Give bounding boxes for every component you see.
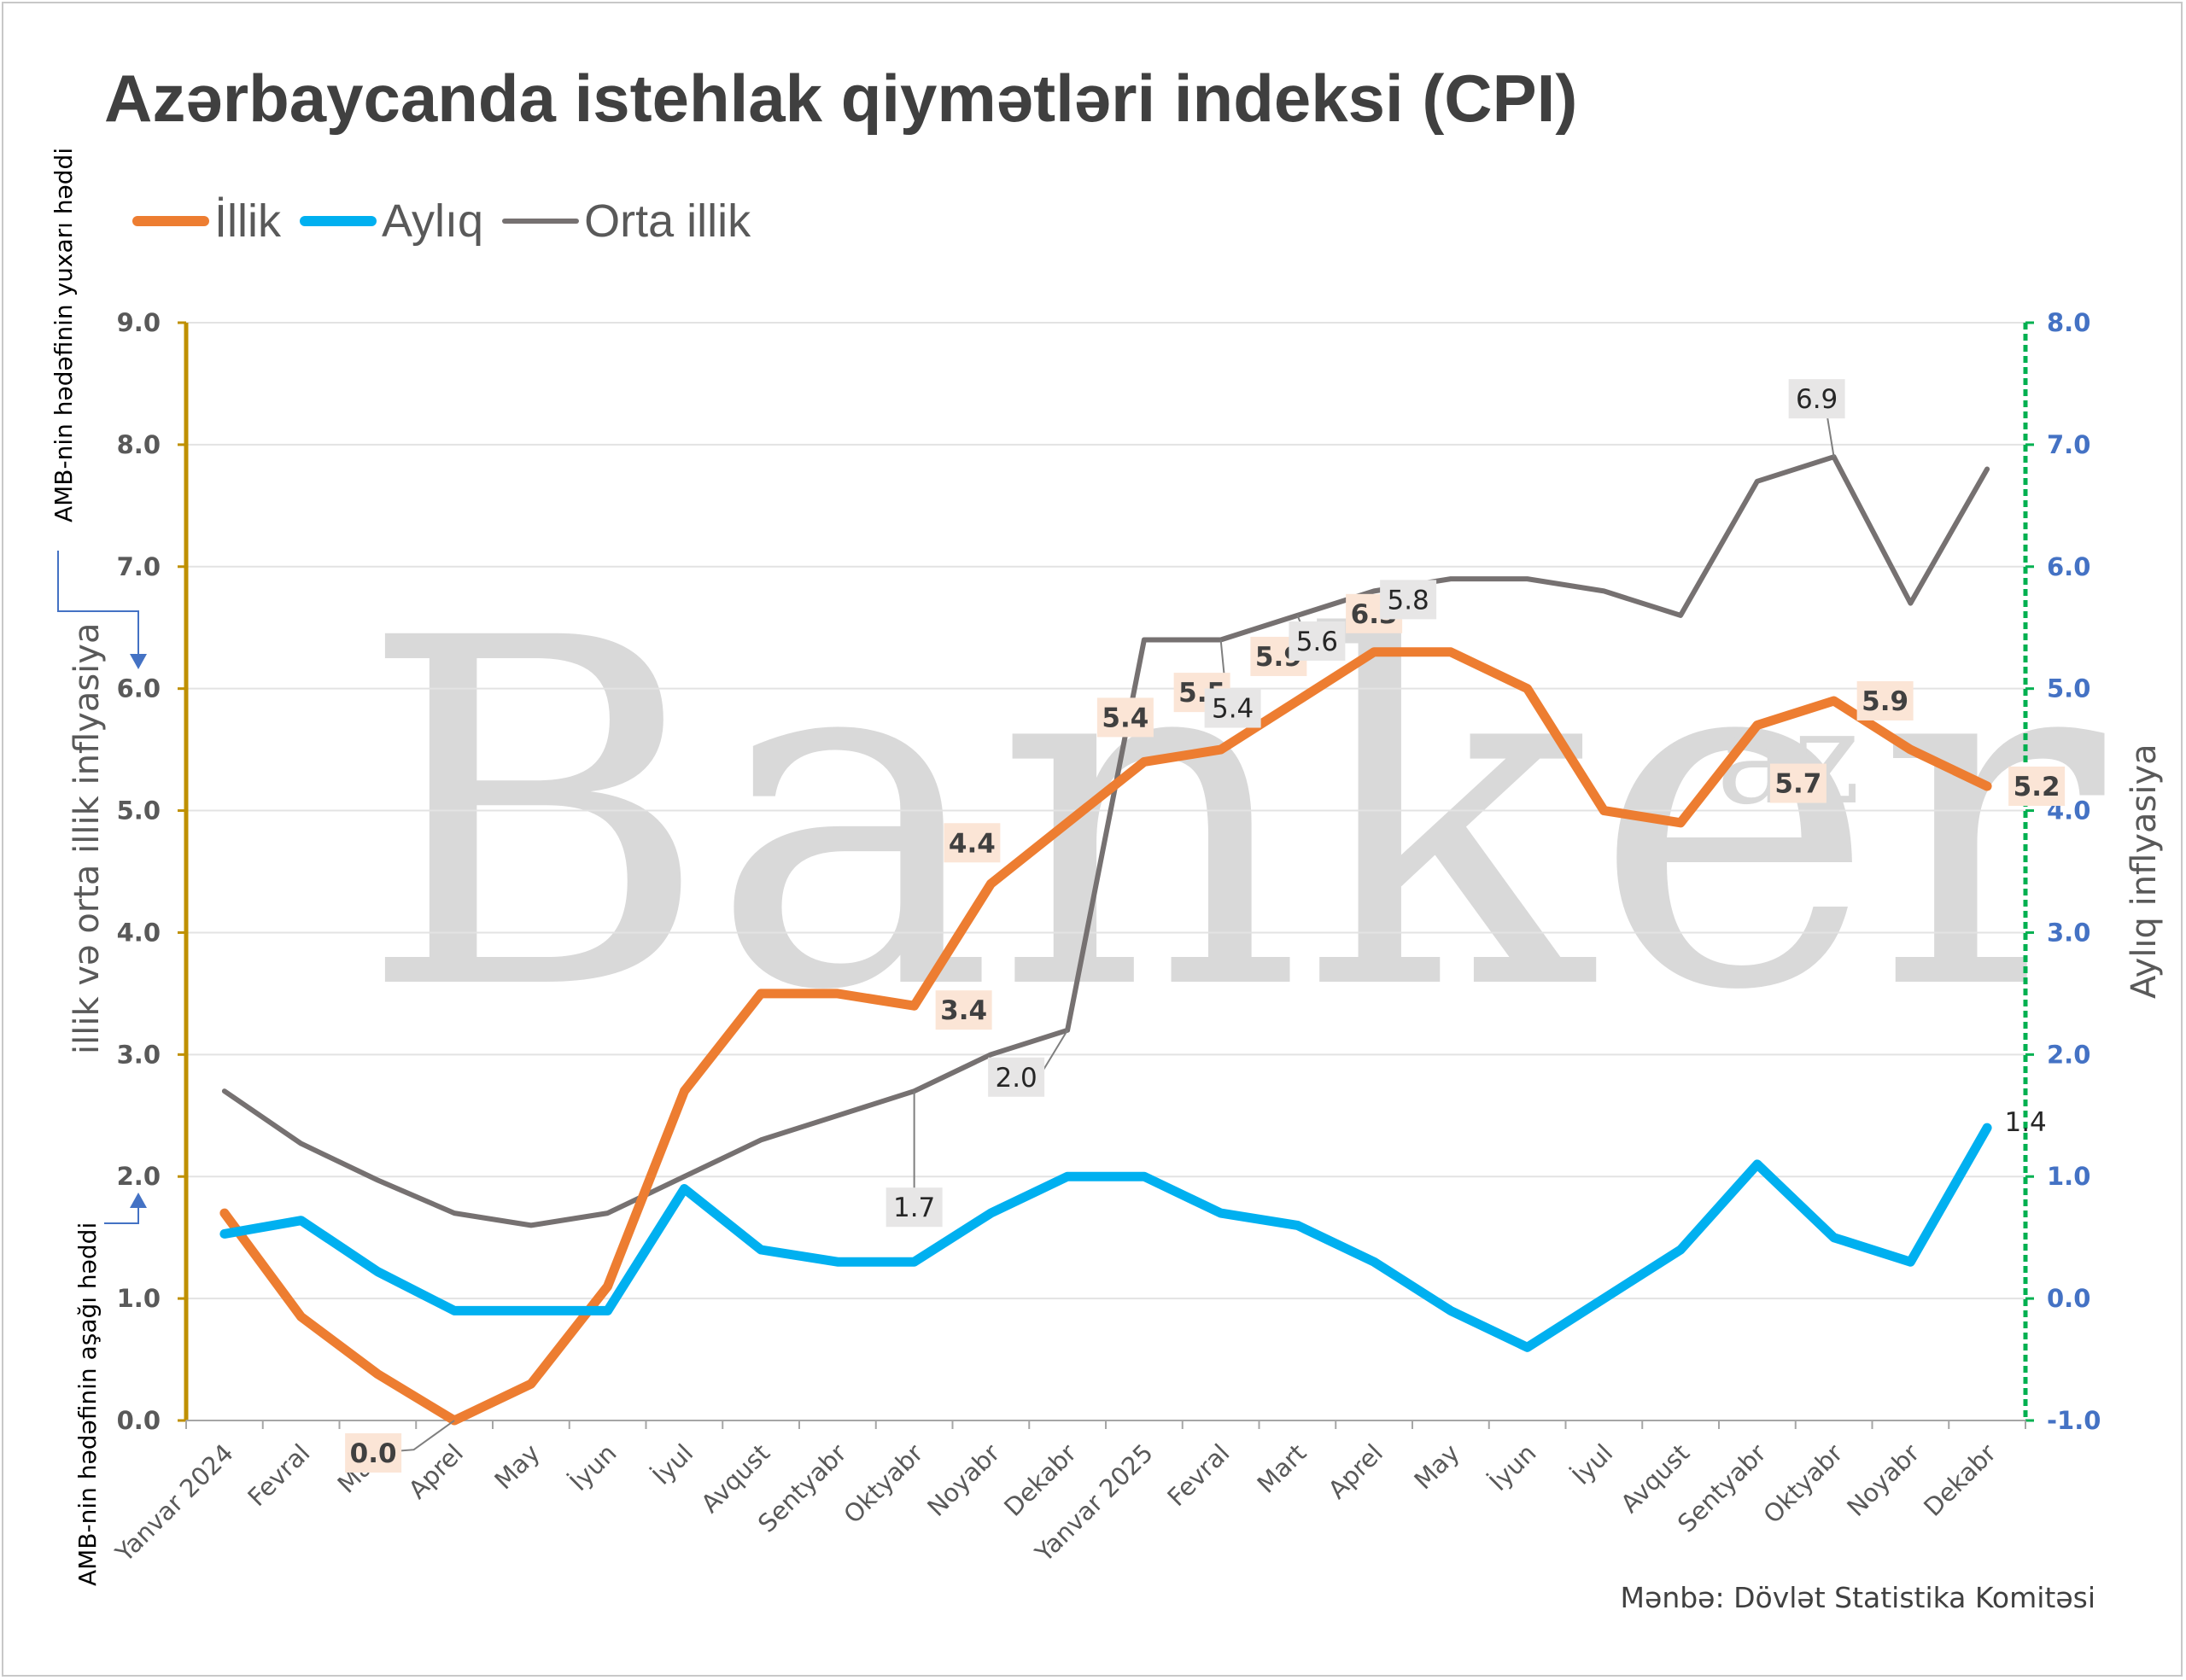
left-tick-label: 2.0 bbox=[117, 1162, 161, 1191]
x-tick-label: Dekabr bbox=[1918, 1438, 2002, 1522]
data-label-annual: 5.9 bbox=[1862, 686, 1908, 717]
upper-target-label: AMB-nin hədəfinin yuxarı həddi bbox=[50, 148, 78, 522]
x-tick-label: İyul bbox=[646, 1438, 698, 1490]
data-label-bg-average bbox=[988, 1057, 1045, 1097]
legend-swatch-annual bbox=[132, 216, 209, 226]
series-line-annual bbox=[219, 647, 1992, 1426]
legend-label-annual: İllik bbox=[214, 195, 281, 247]
x-tick-label: Aprel bbox=[1323, 1438, 1388, 1504]
x-tick-label: İyun bbox=[1483, 1438, 1541, 1496]
right-tick-label: 7.0 bbox=[2047, 430, 2090, 459]
left-tick-label: 4.0 bbox=[117, 918, 161, 947]
data-label-annual: 0.0 bbox=[350, 1438, 397, 1469]
right-axis-label: Aylıq inflyasiya bbox=[2125, 744, 2164, 999]
data-label-annual: 4.4 bbox=[949, 828, 996, 859]
left-tick-label: 9.0 bbox=[117, 308, 161, 337]
series-lines bbox=[219, 454, 1992, 1426]
x-tick-label: Noyabr bbox=[1841, 1438, 1925, 1522]
legend: İllik Aylıq Orta illik bbox=[132, 195, 769, 248]
data-label-bg-annual bbox=[935, 990, 992, 1030]
x-tick-label: İyun bbox=[564, 1438, 622, 1496]
data-label-monthly: 1.4 bbox=[2004, 1107, 2046, 1138]
left-tick-label: 0.0 bbox=[117, 1406, 161, 1435]
legend-swatch-average bbox=[502, 219, 580, 224]
series-line-monthly bbox=[219, 1123, 1992, 1352]
data-label-average: 1.7 bbox=[893, 1193, 935, 1223]
legend-item-monthly: Aylıq bbox=[300, 195, 483, 248]
left-tick-label: 5.0 bbox=[117, 796, 161, 825]
left-tick-label: 3.0 bbox=[117, 1040, 161, 1069]
legend-item-annual: İllik bbox=[132, 195, 281, 248]
left-tick-label: 8.0 bbox=[117, 430, 161, 459]
right-tick-label: 6.0 bbox=[2047, 552, 2090, 581]
right-tick-label: -1.0 bbox=[2047, 1406, 2101, 1435]
data-label-bg-average bbox=[1289, 621, 1346, 661]
right-tick-label: 3.0 bbox=[2047, 918, 2090, 947]
legend-label-average: Orta illik bbox=[584, 195, 751, 247]
data-label-bg-annual bbox=[1856, 680, 1914, 720]
upper-target-arrow bbox=[57, 551, 147, 669]
data-label-average: 6.9 bbox=[1796, 384, 1838, 415]
left-tick-label: 7.0 bbox=[117, 552, 161, 581]
lower-target-arrow bbox=[104, 1193, 147, 1224]
left-tick-label: 1.0 bbox=[117, 1284, 161, 1313]
x-tick-label: Fevral bbox=[1161, 1438, 1235, 1512]
x-tick-label: Oktyabr bbox=[1757, 1438, 1848, 1529]
lower-target-label: AMB-nin hədəfinin aşağı həddi bbox=[73, 1222, 102, 1586]
legend-item-average: Orta illik bbox=[502, 195, 751, 248]
watermark-sup: az bbox=[1716, 685, 1860, 833]
watermark: Banker az bbox=[359, 539, 2107, 1095]
right-tick-label: 0.0 bbox=[2047, 1284, 2090, 1313]
left-axis-label: illik və orta illik inflyasiya bbox=[67, 623, 107, 1054]
series-line-average bbox=[221, 454, 1990, 1228]
data-label-bg-annual bbox=[345, 1433, 402, 1473]
chart-title: Azərbaycanda istehlak qiymətləri indeksi… bbox=[104, 61, 1578, 136]
right-tick-label: 2.0 bbox=[2047, 1040, 2090, 1069]
x-tick-label: İyul bbox=[1566, 1438, 1618, 1490]
data-label-average: 5.8 bbox=[1387, 585, 1429, 615]
data-label-annual: 5.4 bbox=[1102, 703, 1149, 733]
right-tick-label: 1.0 bbox=[2047, 1162, 2090, 1191]
right-tick-label: 5.0 bbox=[2047, 674, 2090, 703]
x-tick-label: May bbox=[488, 1438, 545, 1495]
data-label-average: 5.4 bbox=[1212, 694, 1254, 725]
x-tick-label: Mart bbox=[1252, 1438, 1312, 1499]
data-label-bg-annual bbox=[2008, 766, 2066, 806]
data-label-bg-annual bbox=[944, 823, 1001, 863]
data-label-average: 5.6 bbox=[1296, 627, 1338, 657]
x-tick-label: May bbox=[1408, 1438, 1464, 1495]
x-tick-label: Oktyabr bbox=[838, 1438, 928, 1529]
data-label-annual: 5.2 bbox=[2014, 772, 2060, 802]
source-note: Mənbə: Dövlət Statistika Komitəsi bbox=[1620, 1581, 2095, 1614]
data-label-bg-annual bbox=[1096, 697, 1154, 738]
watermark-main: Banker bbox=[359, 539, 2107, 1095]
data-label-annual: 5.7 bbox=[1774, 769, 1821, 800]
legend-swatch-monthly bbox=[300, 216, 377, 226]
legend-label-monthly: Aylıq bbox=[382, 195, 484, 247]
right-tick-label: 8.0 bbox=[2047, 308, 2090, 337]
data-label-average: 2.0 bbox=[995, 1063, 1037, 1094]
x-tick-label: Fevral bbox=[242, 1438, 315, 1512]
x-tick-label: Aprel bbox=[403, 1438, 469, 1504]
x-tick-label: Yanvar 2024 bbox=[109, 1438, 239, 1568]
data-label-annual: 3.4 bbox=[940, 995, 987, 1026]
data-label-bg-average bbox=[886, 1187, 943, 1228]
data-labels: 0.03.44.45.45.55.96.35.75.95.21.41.72.05… bbox=[345, 379, 2066, 1473]
x-tick-label: Noyabr bbox=[921, 1438, 1005, 1522]
data-label-bg-average bbox=[1788, 379, 1845, 419]
data-label-bg-average bbox=[1204, 688, 1261, 728]
data-label-bg-average bbox=[1380, 580, 1437, 620]
left-tick-label: 6.0 bbox=[117, 674, 161, 703]
data-label-bg-annual bbox=[1769, 763, 1827, 803]
